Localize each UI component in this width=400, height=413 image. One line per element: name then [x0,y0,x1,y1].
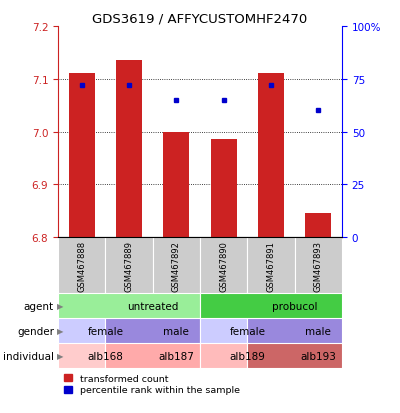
Text: alb168: alb168 [87,351,123,361]
Bar [105,344,200,368]
Bar [69,74,95,237]
Bar [200,318,247,344]
Bar [58,344,105,368]
Text: untreated: untreated [127,301,178,311]
Bar [211,140,237,237]
Legend: transformed count, percentile rank within the sample: transformed count, percentile rank withi… [63,373,241,395]
Bar [247,237,295,294]
Bar [258,74,284,237]
Text: alb187: alb187 [158,351,194,361]
Text: GSM467891: GSM467891 [266,240,276,291]
Text: GSM467888: GSM467888 [77,240,86,291]
Text: female: female [87,326,123,336]
Bar [105,237,153,294]
Text: agent: agent [24,301,54,311]
Text: GSM467892: GSM467892 [172,240,181,291]
Bar [200,344,247,368]
Text: male: male [305,326,331,336]
Bar [163,132,189,237]
Title: GDS3619 / AFFYCUSTOMHF2470: GDS3619 / AFFYCUSTOMHF2470 [92,13,308,26]
Bar [58,294,200,318]
Bar [58,318,105,344]
Text: female: female [229,326,265,336]
Text: individual: individual [3,351,54,361]
Bar [153,237,200,294]
Bar [295,237,342,294]
Text: GSM467889: GSM467889 [124,240,134,291]
Text: male: male [163,326,189,336]
Bar [200,237,247,294]
Text: alb193: alb193 [300,351,336,361]
Bar [247,318,342,344]
Bar [116,61,142,237]
Bar [105,318,200,344]
Text: ▶: ▶ [57,327,64,335]
Text: GSM467890: GSM467890 [219,240,228,291]
Text: GSM467893: GSM467893 [314,240,323,291]
Text: gender: gender [17,326,54,336]
Text: probucol: probucol [272,301,318,311]
Text: alb189: alb189 [229,351,265,361]
Bar [200,294,342,318]
Bar [247,344,342,368]
Text: ▶: ▶ [57,351,64,361]
Text: ▶: ▶ [57,301,64,311]
Bar [305,214,331,237]
Bar [58,237,105,294]
